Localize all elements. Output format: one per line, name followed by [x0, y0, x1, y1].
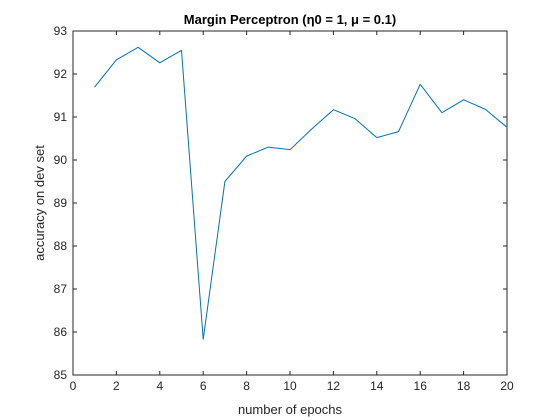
x-tick-label: 14 [370, 379, 384, 393]
y-axis-label: accuracy on dev set [32, 145, 47, 261]
y-tick-label: 85 [54, 368, 68, 382]
x-axis-label: number of epochs [238, 402, 343, 417]
x-tick-label: 0 [70, 379, 77, 393]
x-tick-label: 4 [156, 379, 163, 393]
plot-area: 0 2 4 6 8 10 12 14 16 18 20 85 86 87 88 89 90 91 92 93 [54, 24, 514, 393]
x-tick-label: 10 [283, 379, 297, 393]
x-tick-label: 18 [457, 379, 471, 393]
y-tick-label: 89 [54, 196, 68, 210]
x-tick-label: 2 [113, 379, 120, 393]
chart-title: Margin Perceptron (η0 = 1, μ = 0.1) [184, 12, 396, 27]
x-tick-label: 12 [327, 379, 341, 393]
series-line [94, 46, 508, 340]
x-tick-label: 6 [200, 379, 207, 393]
x-tick-label: 20 [500, 379, 514, 393]
y-tick-label: 87 [54, 282, 68, 296]
y-tick-label: 91 [54, 110, 68, 124]
y-tick-label: 93 [54, 24, 68, 38]
x-tick-label: 8 [243, 379, 250, 393]
x-tick-label: 16 [414, 379, 428, 393]
y-tick-label: 90 [54, 153, 68, 167]
y-tick-label: 88 [54, 239, 68, 253]
axes-box [72, 30, 508, 376]
y-tick-label: 92 [54, 67, 68, 81]
y-tick-label: 86 [54, 325, 68, 339]
